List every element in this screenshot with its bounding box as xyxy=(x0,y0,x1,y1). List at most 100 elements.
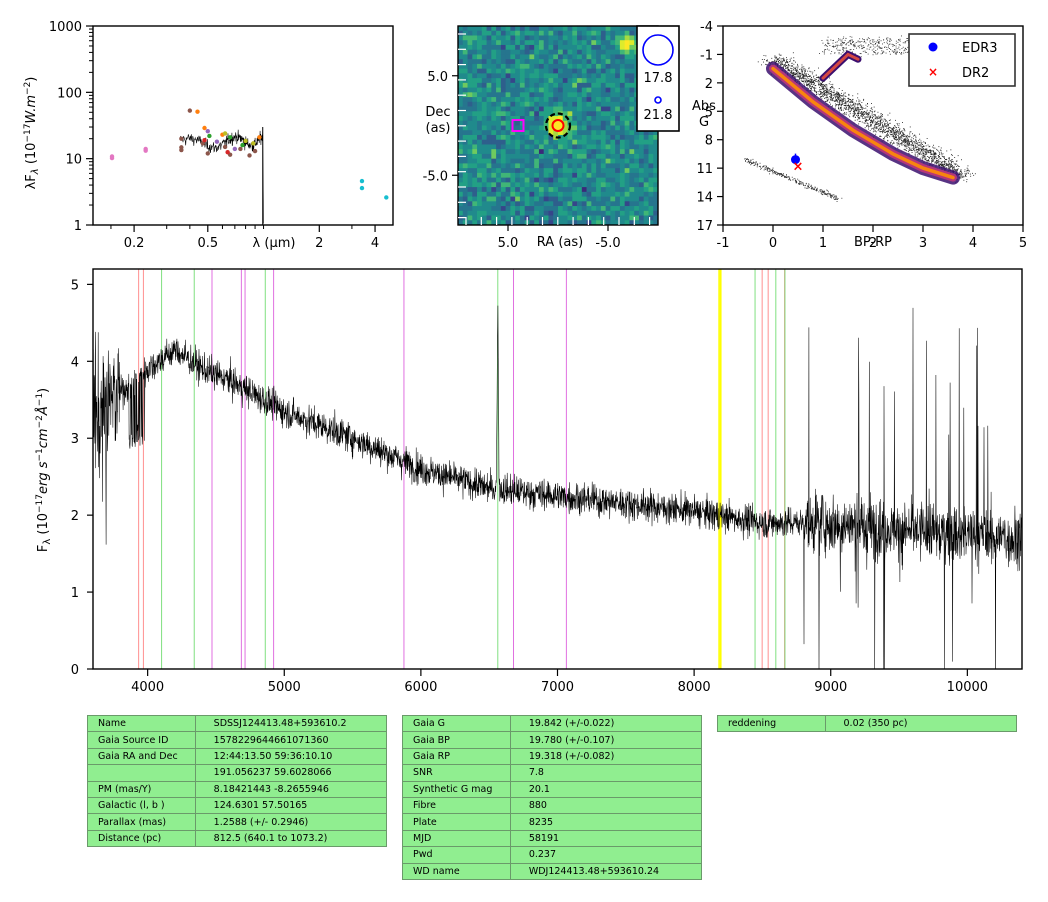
image-pixel xyxy=(519,144,526,150)
image-pixel xyxy=(572,49,578,55)
hr-background-star xyxy=(823,80,825,82)
image-pixel xyxy=(491,26,497,32)
image-pixel xyxy=(600,130,607,136)
image-pixel xyxy=(505,144,511,150)
mag-legend-bright-label: 17.8 xyxy=(644,71,673,86)
hr-wd-star xyxy=(837,199,838,200)
image-pixel xyxy=(619,134,626,141)
hr-background-star xyxy=(880,119,882,121)
image-pixel xyxy=(481,149,487,155)
hr-wd-star xyxy=(782,174,784,176)
image-pixel xyxy=(534,30,540,36)
hr-background-star xyxy=(906,147,908,149)
hr-giant-star xyxy=(871,39,873,41)
hr-wd-star xyxy=(777,173,779,175)
hr-background-star xyxy=(799,73,801,74)
hr-giant-star xyxy=(833,45,834,47)
hr-background-star xyxy=(851,105,853,107)
image-pixel xyxy=(543,168,549,174)
hr-background-star xyxy=(956,169,958,170)
image-pixel xyxy=(653,106,659,112)
hr-giant-star xyxy=(945,39,947,41)
image-pixel xyxy=(500,149,507,155)
hr-giant-star xyxy=(921,50,923,51)
image-pixel xyxy=(496,220,502,226)
image-pixel xyxy=(524,130,530,136)
hr-background-star xyxy=(789,77,791,79)
image-pixel xyxy=(529,201,535,207)
image-pixel xyxy=(538,49,545,55)
hr-background-star xyxy=(845,114,847,116)
hr-background-star xyxy=(919,138,921,140)
hr-background-star xyxy=(935,161,937,163)
image-pixel xyxy=(510,87,516,93)
image-pixel xyxy=(653,101,659,107)
image-pixel xyxy=(477,49,483,55)
hr-background-star xyxy=(953,169,955,171)
hr-background-star xyxy=(839,96,840,98)
hr-giant-star xyxy=(906,38,908,39)
image-pixel xyxy=(491,92,497,98)
hr-background-star xyxy=(858,117,860,119)
hr-background-star xyxy=(868,114,870,116)
hr-wd-star xyxy=(748,161,749,162)
image-pixel xyxy=(553,153,559,160)
image-pixel xyxy=(643,111,649,117)
hr-background-star xyxy=(934,155,935,157)
hr-giant-star xyxy=(908,48,910,50)
image-pixel xyxy=(486,220,492,226)
hr-background-star xyxy=(912,133,913,135)
image-pixel xyxy=(524,196,530,202)
hr-background-star xyxy=(877,117,878,119)
hr-background-star xyxy=(833,91,835,93)
image-pixel xyxy=(629,177,635,183)
hr-wd-star xyxy=(816,188,817,190)
image-pixel xyxy=(558,125,564,131)
hr-wd-star xyxy=(810,188,812,189)
hr-wd-star xyxy=(764,166,766,168)
hr-background-star xyxy=(810,71,812,73)
hr-background-star xyxy=(860,111,862,113)
sed-photometry-point xyxy=(227,135,233,140)
hr-background-star xyxy=(938,156,939,158)
image-pixel xyxy=(648,92,654,98)
hr-giant-star xyxy=(821,40,823,41)
image-pixel xyxy=(572,111,578,117)
image-pixel xyxy=(529,44,535,51)
hr-background-star xyxy=(871,128,872,130)
hr-giant-star xyxy=(881,47,883,49)
hr-background-star xyxy=(809,84,811,86)
hr-background-star xyxy=(766,59,768,61)
hr-background-star xyxy=(868,125,870,127)
hr-background-star xyxy=(821,86,823,88)
hr-wd-star xyxy=(833,197,835,199)
hr-background-star xyxy=(870,123,872,125)
hr-giant-star xyxy=(889,51,890,53)
image-pixel xyxy=(567,106,573,112)
image-pixel xyxy=(524,68,530,74)
hr-background-star xyxy=(972,172,973,174)
image-pixel xyxy=(586,177,592,183)
hr-wd-star xyxy=(772,173,774,175)
hr-background-star xyxy=(821,78,823,80)
image-pixel xyxy=(481,134,487,141)
hr-giant-star xyxy=(935,55,937,56)
hr-background-star xyxy=(849,116,851,118)
hr-background-star xyxy=(869,117,871,119)
hr-wd-star xyxy=(825,193,827,195)
hr-background-star xyxy=(800,74,802,76)
hr-background-star xyxy=(869,110,871,111)
hr-giant-star xyxy=(889,53,891,55)
image-pixel xyxy=(481,215,487,221)
image-pixel xyxy=(634,130,640,136)
hr-background-star xyxy=(848,105,850,106)
hr-background-star xyxy=(872,111,873,113)
hr-edr3-point xyxy=(791,155,800,165)
image-pixel xyxy=(477,68,483,74)
image-pixel xyxy=(610,82,616,88)
image-pixel xyxy=(577,82,583,88)
image-pixel xyxy=(458,101,464,107)
image-pixel xyxy=(629,54,635,60)
image-pixel xyxy=(510,44,516,51)
hr-background-star xyxy=(942,164,944,165)
